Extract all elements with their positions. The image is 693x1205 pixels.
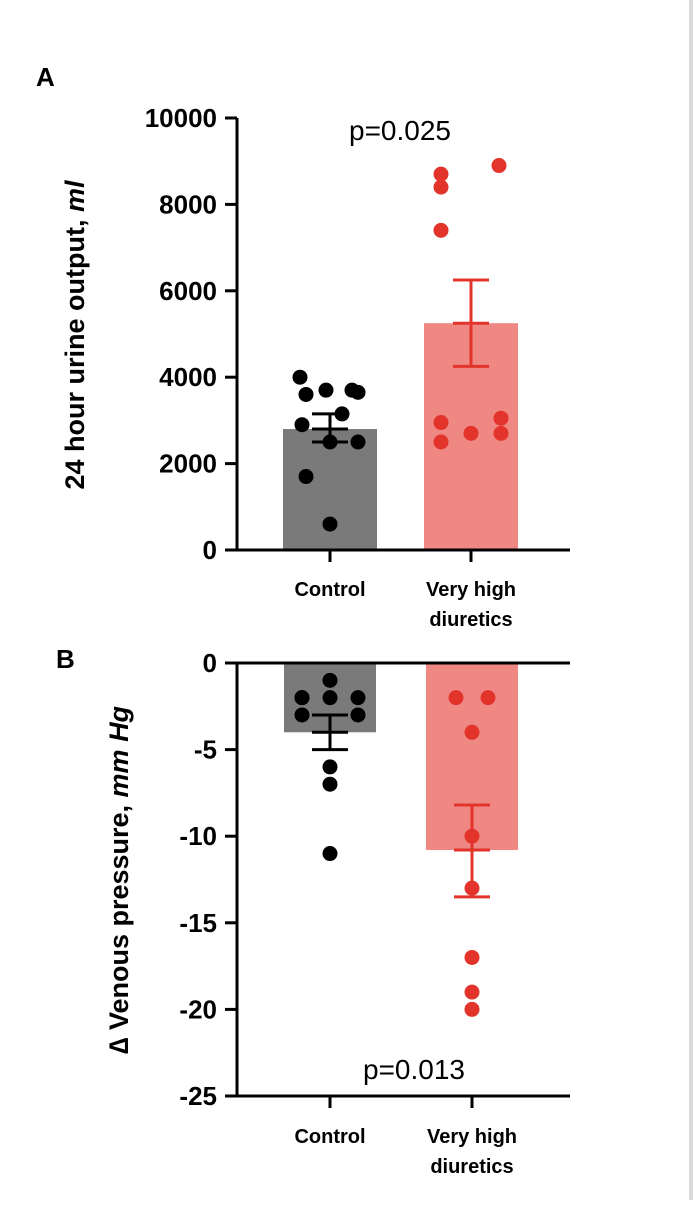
y-tick-label: -20 — [179, 994, 217, 1024]
data-point-very-high-diuretics — [463, 425, 479, 441]
data-point-control — [294, 417, 310, 433]
x-category-label: diuretics — [430, 1156, 513, 1178]
data-point-very-high-diuretics — [433, 179, 449, 195]
data-point-control — [350, 434, 366, 450]
x-category-label: diuretics — [429, 609, 512, 631]
data-point-control — [322, 690, 338, 706]
panel-a-y-label-unit: ml — [60, 180, 90, 212]
data-point-control — [298, 386, 314, 402]
panel-b-letter: B — [56, 644, 75, 674]
data-point-very-high-diuretics — [433, 415, 449, 431]
data-point-very-high-diuretics — [493, 410, 509, 426]
y-tick-label: 0 — [203, 648, 217, 678]
x-category-label: Very high — [426, 579, 516, 601]
x-category-label: Control — [294, 579, 365, 601]
data-point-very-high-diuretics — [491, 158, 507, 174]
data-point-control — [322, 776, 338, 792]
data-point-control — [318, 382, 334, 398]
y-tick-label: -10 — [179, 821, 217, 851]
y-tick-label: 0 — [203, 535, 217, 565]
panel-b-points — [294, 672, 496, 1017]
panel-a-letter: A — [36, 62, 55, 92]
panel-a-bars — [283, 323, 518, 550]
data-point-control — [350, 707, 366, 723]
panel-a-points — [292, 158, 509, 532]
data-point-control — [322, 672, 338, 688]
data-point-control — [322, 846, 338, 862]
x-category-label: Very high — [427, 1126, 517, 1148]
y-tick-label: -15 — [179, 908, 217, 938]
panel-b-y-ticks: 0 -5 -10 -15 -20 -25 — [179, 648, 237, 1111]
panel-b-p-value: p=0.013 — [363, 1054, 465, 1085]
y-tick-label: -25 — [179, 1081, 217, 1111]
panel-b-y-label-unit: mm Hg — [104, 705, 134, 797]
data-point-control — [292, 369, 308, 385]
data-point-very-high-diuretics — [464, 724, 480, 740]
data-point-very-high-diuretics — [433, 166, 449, 182]
right-edge-border — [689, 0, 693, 1200]
panel-a-y-label-text: 24 hour urine output, — [60, 212, 90, 490]
data-point-control — [322, 759, 338, 775]
panel-a: A 0 2000 4000 6000 8000 10000 24 hour urine o… — [36, 62, 570, 631]
data-point-control — [350, 384, 366, 400]
panel-a-errors — [312, 278, 489, 444]
data-point-very-high-diuretics — [464, 949, 480, 965]
data-point-control — [294, 707, 310, 723]
panel-a-category-labels: Control Very high diuretics — [294, 579, 516, 631]
y-tick-label: 10000 — [145, 103, 217, 133]
data-point-control — [322, 516, 338, 532]
data-point-very-high-diuretics — [448, 690, 464, 706]
y-tick-label: 2000 — [159, 449, 217, 479]
data-point-very-high-diuretics — [464, 1001, 480, 1017]
x-category-label: Control — [294, 1126, 365, 1148]
panel-a-x-ticks — [328, 550, 473, 562]
panel-a-y-label: 24 hour urine output, ml — [60, 180, 90, 490]
data-point-control — [298, 469, 314, 485]
panel-a-p-value: p=0.025 — [349, 115, 451, 146]
y-tick-label: 4000 — [159, 362, 217, 392]
data-point-very-high-diuretics — [433, 222, 449, 238]
panel-b-y-label-text: ∆ Venous pressure, — [104, 797, 134, 1054]
y-tick-label: 8000 — [159, 189, 217, 219]
y-tick-label: -5 — [194, 735, 217, 765]
panel-b-x-ticks — [328, 1096, 474, 1108]
data-point-very-high-diuretics — [493, 425, 509, 441]
data-point-control — [350, 690, 366, 706]
panel-b-bars — [284, 663, 518, 851]
data-point-very-high-diuretics — [464, 984, 480, 1000]
data-point-control — [294, 690, 310, 706]
panel-b: B 0 -5 -10 -15 -20 -25 ∆ Venous pressure, mm … — [56, 644, 570, 1178]
panel-b-category-labels: Control Very high diuretics — [294, 1126, 517, 1178]
panel-a-y-ticks: 0 2000 4000 6000 8000 10000 — [145, 103, 237, 565]
y-tick-label: 6000 — [159, 276, 217, 306]
panel-b-errors — [312, 713, 490, 899]
data-point-very-high-diuretics — [433, 434, 449, 450]
panel-b-y-label: ∆ Venous pressure, mm Hg — [104, 705, 134, 1054]
data-point-very-high-diuretics — [480, 690, 496, 706]
